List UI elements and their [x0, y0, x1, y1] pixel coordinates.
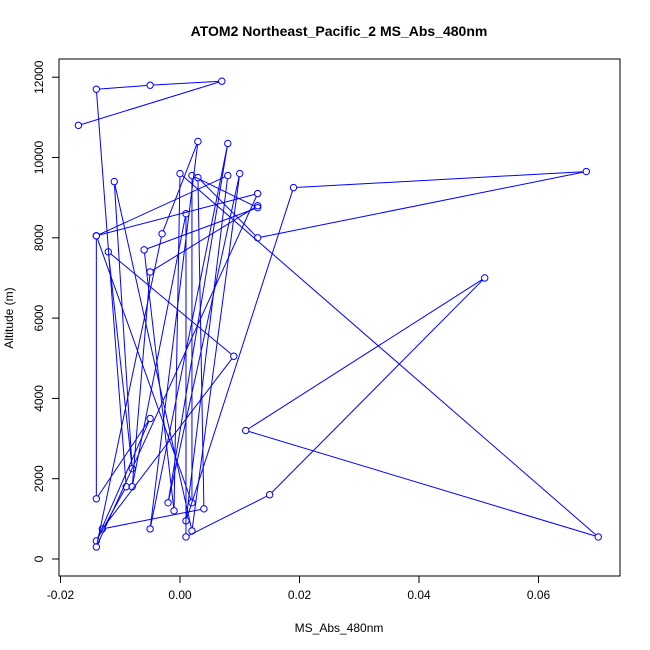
series-line-segment	[150, 144, 198, 526]
y-axis-label: Altitude (m)	[2, 287, 16, 348]
x-tick-label: 0.00	[168, 588, 192, 602]
series-line-segment	[271, 280, 483, 493]
data-point	[110, 177, 118, 186]
series-line-segment	[152, 207, 255, 271]
data-point	[218, 77, 226, 85]
y-tick-label: 0	[32, 555, 46, 562]
series-line-segment	[296, 171, 583, 188]
series-line-segment	[113, 185, 133, 466]
data-point	[594, 533, 602, 541]
data-point	[92, 495, 101, 503]
y-axis: 0 2000 4000 6000 8000 10000 12000	[32, 60, 60, 562]
data-point	[92, 232, 101, 240]
series-line-segment	[108, 255, 133, 466]
data-point	[158, 230, 166, 238]
y-tick-label: 2000	[32, 465, 46, 492]
series-line-segment	[114, 184, 192, 528]
series-line-segment	[132, 217, 186, 484]
series-line-segment	[194, 176, 255, 207]
series-layer	[74, 77, 602, 551]
data-point	[481, 274, 489, 282]
series-line-segment	[248, 279, 483, 430]
series-line-segment	[104, 358, 233, 527]
data-point	[140, 246, 148, 254]
series-line-segment	[81, 81, 219, 125]
data-point	[128, 464, 136, 473]
x-tick-label: 0.02	[288, 588, 312, 602]
data-point	[253, 234, 262, 242]
data-point	[242, 426, 250, 435]
series-line-segment	[168, 176, 240, 500]
series-line-segment	[147, 208, 255, 250]
plot-frame	[58, 58, 621, 577]
y-tick-label: 6000	[32, 304, 46, 331]
data-point	[146, 414, 154, 423]
series-line-segment	[131, 275, 151, 484]
data-point	[146, 268, 154, 276]
data-point	[182, 517, 190, 525]
series-line-segment	[173, 177, 181, 508]
series-line-segment	[186, 190, 293, 518]
chart-title: ATOM2 Northeast_Pacific_2 MS_Abs_480nm	[191, 23, 488, 39]
series-line-segment	[200, 179, 256, 236]
y-tick-label: 8000	[32, 224, 46, 251]
series-line-segment	[105, 509, 201, 529]
series-line-segment	[144, 253, 175, 508]
x-tick-label: 0.04	[407, 588, 431, 602]
data-point	[582, 167, 590, 176]
data-point	[224, 139, 232, 148]
data-point	[104, 248, 113, 256]
y-tick-label: 12000	[32, 60, 46, 94]
data-point	[194, 137, 202, 146]
series-line-segment	[197, 181, 205, 506]
data-point	[92, 85, 101, 93]
data-point	[188, 499, 196, 507]
data-point	[98, 525, 107, 533]
series-line-segment	[110, 253, 232, 355]
data-point	[236, 169, 244, 178]
data-point	[164, 499, 172, 507]
data-point	[182, 533, 190, 541]
x-axis: -0.02 0.00 0.02 0.04 0.06	[47, 575, 551, 602]
x-tick-label: 0.06	[527, 588, 551, 602]
data-point	[224, 171, 232, 180]
data-point	[253, 203, 262, 212]
series-line-segment	[248, 431, 596, 537]
y-tick-label: 10000	[32, 140, 46, 174]
data-point	[188, 527, 196, 535]
data-point	[128, 483, 136, 491]
data-point	[74, 121, 83, 130]
series-line-segment	[97, 421, 149, 497]
series-line-segment	[153, 80, 219, 86]
data-point	[146, 81, 154, 89]
series-line-segment	[185, 178, 228, 518]
series-line-segment	[188, 495, 267, 536]
x-tick-label: -0.02	[47, 588, 75, 602]
data-point	[230, 352, 238, 360]
series-line-segment	[99, 194, 255, 236]
data-point	[253, 201, 262, 210]
data-point	[289, 183, 298, 192]
series-line-segment	[182, 175, 596, 535]
series-line-segment	[99, 176, 225, 235]
series-line-segment	[97, 421, 150, 538]
data-point	[182, 210, 190, 218]
series-line-segment	[261, 171, 583, 238]
data-point	[253, 189, 262, 198]
data-point	[146, 525, 154, 533]
series-line-segment	[96, 92, 127, 484]
y-tick-label: 4000	[32, 385, 46, 412]
data-point	[188, 171, 196, 180]
data-point	[176, 169, 184, 178]
series-line-segment	[96, 237, 162, 544]
data-point	[170, 507, 178, 515]
data-point	[92, 543, 101, 551]
x-axis-label: MS_Abs_480nm	[295, 621, 384, 635]
series-line-segment	[191, 176, 240, 528]
data-point	[200, 505, 208, 513]
series-line-segment	[99, 84, 147, 90]
series-line-segment	[150, 146, 228, 526]
data-point	[265, 491, 274, 499]
